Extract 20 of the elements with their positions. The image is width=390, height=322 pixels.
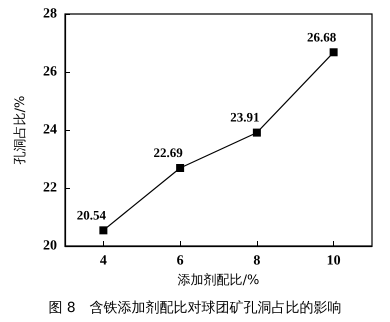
data-label: 23.91 (230, 110, 260, 125)
x-tick-label: 4 (100, 254, 107, 268)
x-tick-label: 8 (253, 254, 260, 268)
data-label: 22.69 (154, 144, 184, 160)
y-tick-label: 22 (43, 180, 57, 196)
point (252, 128, 261, 137)
y-tick-label: 26 (43, 64, 57, 80)
x-tick-label: 6 (176, 254, 184, 268)
data-label: 20.54 (76, 207, 106, 222)
point (99, 226, 108, 234)
y-tick-label: 20 (43, 238, 57, 254)
x-axis-title: 添加剂配比/% (178, 272, 260, 288)
y-tick-label: 28 (43, 6, 57, 22)
data-label: 26.68 (307, 29, 337, 44)
y-axis-title: 孔洞占比/% (13, 96, 28, 164)
x-tick-label: 10 (326, 254, 341, 268)
point (330, 48, 338, 56)
y-tick-label: 24 (43, 122, 57, 138)
text: 图 8 含铁添加剂配比对球团矿孔洞占比的影响 (48, 300, 342, 316)
point (176, 164, 184, 172)
